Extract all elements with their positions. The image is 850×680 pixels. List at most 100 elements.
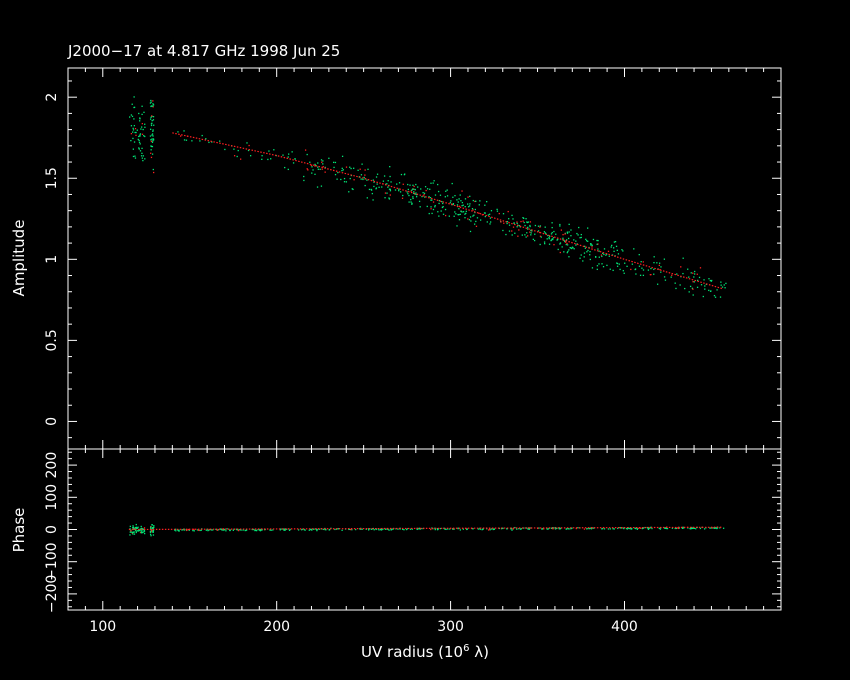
amplitude-point bbox=[555, 233, 557, 235]
phase-point bbox=[297, 529, 300, 531]
amplitude-point bbox=[518, 229, 520, 231]
phase-point bbox=[200, 529, 203, 531]
amplitude-point bbox=[589, 243, 592, 245]
amplitude-point bbox=[431, 199, 433, 201]
amplitude-point bbox=[689, 285, 692, 288]
amplitude-point bbox=[378, 186, 380, 188]
amplitude-point bbox=[467, 218, 469, 220]
phase-point bbox=[477, 528, 479, 530]
y-tick-label: −100 bbox=[44, 542, 60, 580]
phase-point bbox=[492, 528, 494, 531]
phase-point bbox=[638, 527, 640, 530]
amplitude-point bbox=[402, 194, 404, 197]
phase-point bbox=[183, 529, 186, 531]
phase-point bbox=[149, 533, 152, 536]
amplitude-point bbox=[152, 116, 155, 118]
phase-point bbox=[489, 528, 491, 530]
amplitude-point bbox=[372, 179, 374, 181]
amplitude-point bbox=[461, 201, 464, 204]
amplitude-point bbox=[455, 213, 457, 215]
amplitude-point bbox=[141, 152, 143, 154]
amplitude-point bbox=[688, 291, 690, 293]
phase-point bbox=[479, 528, 481, 531]
amplitude-point bbox=[334, 173, 337, 176]
amplitude-point bbox=[660, 271, 662, 273]
amplitude-point bbox=[606, 264, 608, 267]
amplitude-point bbox=[489, 217, 492, 219]
amplitude-point bbox=[314, 163, 316, 166]
amplitude-point bbox=[151, 122, 153, 124]
amplitude-point bbox=[580, 236, 582, 239]
amplitude-point bbox=[333, 166, 335, 169]
amplitude-point bbox=[511, 214, 513, 217]
phase-point bbox=[139, 531, 142, 534]
amplitude-point bbox=[415, 183, 417, 186]
phase-point bbox=[514, 526, 516, 529]
phase-point bbox=[316, 529, 318, 532]
phase-point bbox=[207, 529, 209, 531]
amplitude-point bbox=[140, 155, 143, 157]
phase-point bbox=[316, 528, 318, 531]
amplitude-point bbox=[382, 180, 385, 182]
amplitude-point bbox=[133, 118, 135, 120]
amplitude-point bbox=[444, 208, 447, 211]
amplitude-point bbox=[322, 163, 324, 165]
amplitude-point bbox=[647, 269, 650, 271]
amplitude-point bbox=[484, 212, 486, 214]
amplitude-point bbox=[401, 197, 404, 199]
amplitude-point bbox=[516, 222, 518, 225]
amplitude-point bbox=[310, 164, 312, 167]
amplitude-point bbox=[387, 186, 389, 188]
amplitude-point bbox=[133, 125, 136, 127]
amplitude-point bbox=[508, 218, 510, 220]
amplitude-point bbox=[375, 176, 378, 178]
amplitude-point bbox=[337, 171, 339, 174]
phase-point bbox=[430, 528, 432, 531]
amplitude-point bbox=[622, 250, 624, 252]
amplitude-point bbox=[596, 265, 599, 267]
amplitude-point bbox=[580, 233, 582, 236]
amplitude-point bbox=[486, 200, 488, 203]
amplitude-point bbox=[303, 179, 305, 182]
amplitude-point bbox=[563, 251, 565, 253]
amplitude-point bbox=[442, 206, 444, 208]
phase-point bbox=[603, 528, 606, 530]
phase-point bbox=[436, 527, 439, 530]
phase-point bbox=[592, 527, 594, 529]
phase-point bbox=[151, 527, 154, 529]
amplitude-point bbox=[267, 158, 269, 161]
phase-point bbox=[240, 529, 242, 531]
amplitude-point bbox=[139, 134, 141, 136]
phase-point bbox=[254, 529, 256, 532]
amplitude-point bbox=[304, 149, 307, 151]
amplitude-point bbox=[425, 189, 427, 192]
phase-point bbox=[367, 529, 370, 531]
amplitude-point bbox=[720, 284, 722, 286]
amplitude-point bbox=[306, 168, 308, 170]
phase-point bbox=[311, 529, 313, 531]
plot-title: J2000−17 at 4.817 GHz 1998 Jun 25 bbox=[67, 42, 340, 60]
amplitude-point bbox=[141, 157, 143, 159]
amplitude-point bbox=[143, 111, 145, 113]
amplitude-point bbox=[456, 199, 458, 201]
amplitude-point bbox=[349, 166, 351, 168]
amplitude-point bbox=[135, 131, 137, 134]
phase-point bbox=[302, 528, 304, 530]
phase-point bbox=[690, 528, 692, 530]
amplitude-point bbox=[502, 229, 504, 232]
amplitude-point bbox=[432, 182, 434, 184]
amplitude-point bbox=[407, 183, 409, 186]
amplitude-point bbox=[440, 210, 442, 212]
phase-point bbox=[390, 529, 393, 531]
phase-point bbox=[237, 529, 239, 531]
amplitude-point bbox=[532, 238, 535, 241]
amplitude-point bbox=[467, 206, 470, 208]
phase-point bbox=[351, 529, 353, 531]
phase-point bbox=[242, 529, 244, 531]
amplitude-point bbox=[441, 200, 443, 203]
amplitude-point bbox=[249, 155, 252, 157]
phase-point bbox=[138, 529, 140, 532]
amplitude-point bbox=[441, 206, 444, 209]
phase-point bbox=[384, 528, 387, 530]
phase-point bbox=[187, 528, 190, 531]
